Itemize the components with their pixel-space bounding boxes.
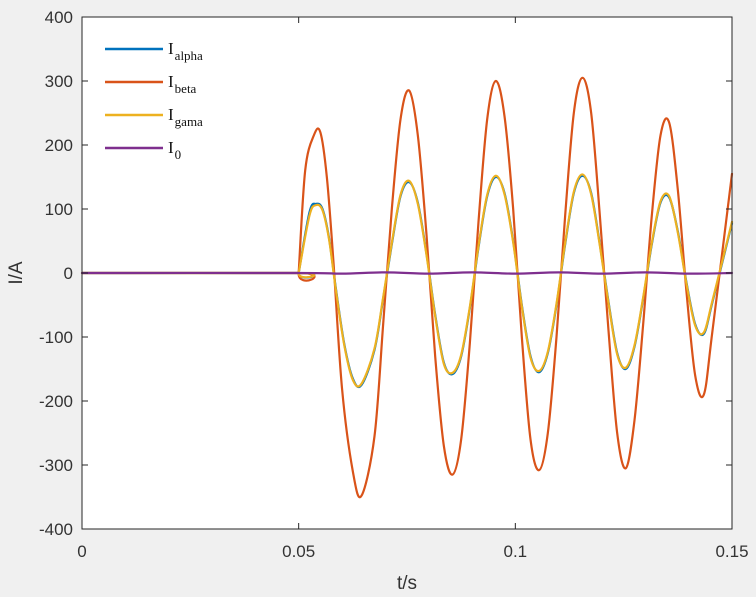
y-tick-label: -200	[39, 392, 73, 411]
legend-label: Ialpha	[168, 39, 203, 63]
legend: Ialpha Ibeta Igama I0	[105, 39, 203, 162]
legend-item-alpha: Ialpha	[105, 39, 203, 63]
x-axis-title: t/s	[397, 573, 417, 594]
y-tick-label: 300	[45, 72, 73, 91]
ticks-layer	[81, 16, 733, 530]
y-axis-title: I/A	[6, 261, 27, 285]
legend-label: I0	[168, 138, 181, 162]
y-tick-label: -100	[39, 328, 73, 347]
series-layer	[80, 76, 734, 499]
legend-label: Ibeta	[168, 72, 197, 96]
x-tick-label: 0.1	[504, 542, 528, 561]
legend-item-beta: Ibeta	[105, 72, 197, 96]
legend-item-gama: Igama	[105, 105, 203, 129]
y-tick-label: -400	[39, 520, 73, 539]
legend-label: Igama	[168, 105, 203, 129]
y-tick-label: -300	[39, 456, 73, 475]
x-tick-label: 0	[77, 542, 86, 561]
legend-item-0: I0	[105, 138, 181, 162]
series-line-gama	[80, 173, 734, 388]
y-tick-label: 0	[64, 264, 73, 283]
y-tick-label: 200	[45, 136, 73, 155]
tick-labels-layer: 0 0.05 0.1 0.15 -400 -300 -200 -100 0 100 200 300 40…	[39, 8, 749, 561]
series-line-0	[80, 271, 734, 275]
y-tick-label: 100	[45, 200, 73, 219]
x-tick-label: 0.05	[282, 542, 315, 561]
x-tick-label: 0.15	[715, 542, 748, 561]
y-tick-label: 400	[45, 8, 73, 27]
